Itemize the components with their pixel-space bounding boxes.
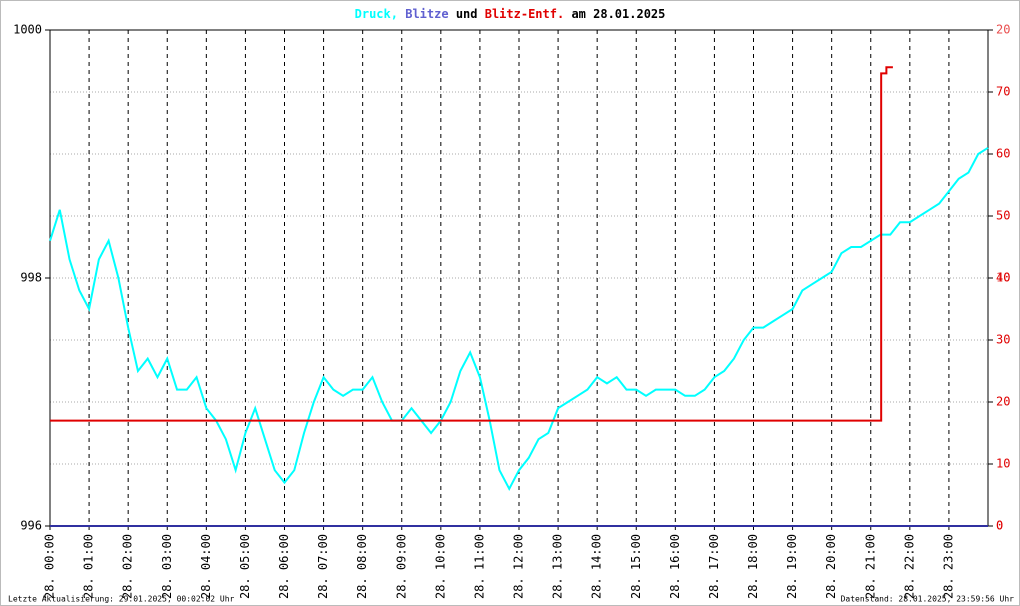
x-tick-label: 28. 08:00 [355,534,369,599]
footer-left: Letzte Aktualisierung: 29.01.2025, 00:02… [8,595,235,604]
y2-tick-label: 40 [996,271,1010,285]
x-tick-label: 28. 06:00 [277,534,291,599]
y3-tick-label: 0 [996,519,1003,533]
title-part: und [456,7,478,21]
title-part: Blitze [405,7,448,21]
x-tick-label: 28. 18:00 [746,534,760,599]
y3-tick-label: 10 [996,271,1010,285]
y-tick-label: 998 [20,271,42,285]
title-part: Blitz-Entf. [485,7,564,21]
x-tick-label: 28. 03:00 [160,534,174,599]
title-part: am 28.01.2025 [571,7,665,21]
x-tick-label: 28. 16:00 [668,534,682,599]
x-tick-label: 28. 02:00 [121,534,135,599]
x-tick-label: 28. 13:00 [551,534,565,599]
x-tick-label: 28. 09:00 [394,534,408,599]
y2-tick-label: 60 [996,147,1010,161]
x-tick-label: 28. 20:00 [824,534,838,599]
x-tick-label: 28. 07:00 [316,534,330,599]
y2-tick-label: 20 [996,395,1010,409]
x-tick-label: 28. 22:00 [902,534,916,599]
y-tick-label: 1000 [13,23,42,37]
series-line [50,66,893,422]
y2-tick-label: 50 [996,209,1010,223]
y2-tick-label: 10 [996,457,1010,471]
x-tick-label: 28. 15:00 [629,534,643,599]
y3-tick-label: 20 [996,23,1010,37]
x-tick-label: 28. 11:00 [472,534,486,599]
y2-tick-label: 70 [996,85,1010,99]
x-tick-label: 28. 12:00 [512,534,526,599]
footer-right: Datenstand: 28.01.2025, 23:59:56 Uhr [841,595,1015,604]
x-tick-label: 28. 05:00 [238,534,252,599]
series-line [49,146,989,491]
x-tick-label: 28. 01:00 [82,534,96,599]
x-tick-label: 28. 23:00 [941,534,955,599]
x-tick-label: 28. 00:00 [43,534,57,599]
x-tick-label: 28. 21:00 [863,534,877,599]
y2-tick-label: 0 [996,519,1003,533]
y-tick-label: 996 [20,519,42,533]
chart-title: Druck, Blitze und Blitz-Entf. am 28.01.2… [355,7,666,21]
x-tick-label: 28. 10:00 [433,534,447,599]
x-tick-label: 28. 14:00 [590,534,604,599]
title-part: Druck, [355,7,398,21]
y2-tick-label: 30 [996,333,1010,347]
x-tick-label: 28. 19:00 [785,534,799,599]
x-tick-label: 28. 04:00 [199,534,213,599]
x-tick-label: 28. 17:00 [707,534,721,599]
